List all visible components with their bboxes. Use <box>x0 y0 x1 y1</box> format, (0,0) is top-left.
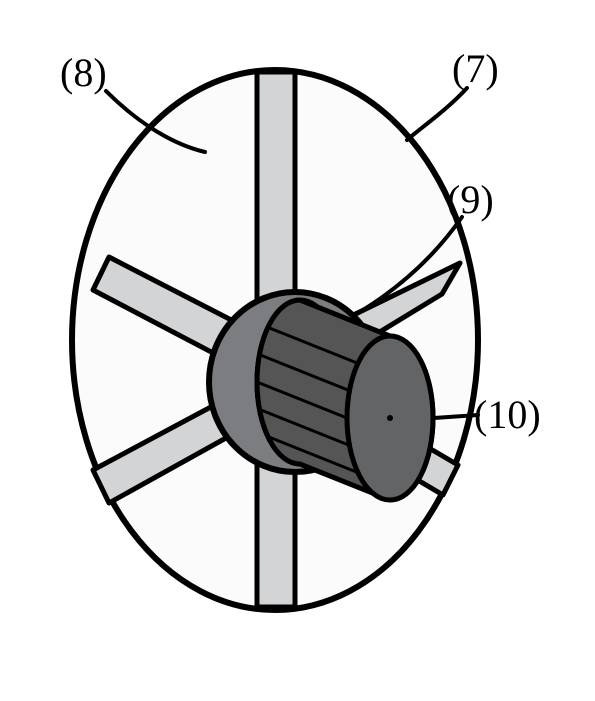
leader-7 <box>407 88 467 140</box>
diagram-svg <box>0 0 595 701</box>
knob-dot <box>387 415 393 421</box>
label-10: (10) <box>474 395 541 435</box>
label-7: (7) <box>452 49 499 89</box>
label-9: (9) <box>447 180 494 220</box>
diagram-stage: (7) (8) (9) (10) <box>0 0 595 701</box>
label-8: (8) <box>60 53 107 93</box>
